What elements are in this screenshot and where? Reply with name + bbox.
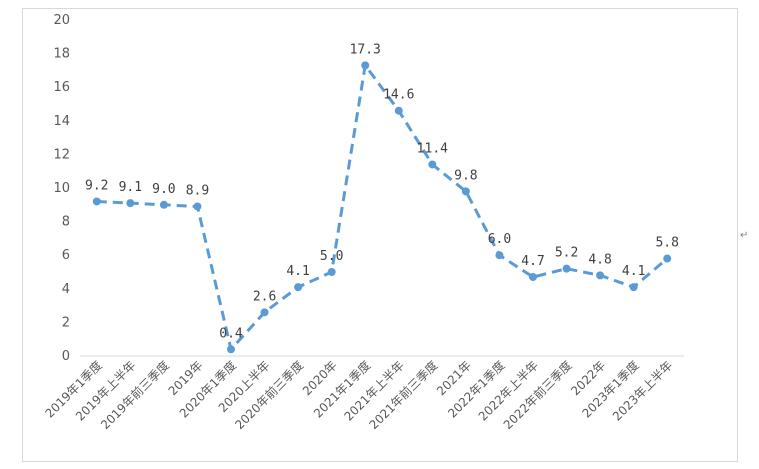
- data-label: 6.0: [488, 232, 511, 247]
- axes: 024681012141618202019年1季度2019年上半年2019年前三…: [42, 13, 684, 432]
- data-label: 5.0: [320, 249, 343, 264]
- series-line: [96, 63, 669, 351]
- data-point: [294, 283, 303, 292]
- data-point: [394, 106, 403, 115]
- data-point: [361, 61, 370, 70]
- data-point: [529, 273, 537, 282]
- x-tick-label: 2023年上半年: [610, 358, 675, 423]
- data-point: [126, 199, 135, 208]
- data-point: [428, 160, 437, 169]
- data-label: 4.8: [588, 252, 611, 267]
- data-point: [227, 345, 235, 354]
- y-tick-label: 10: [53, 181, 70, 196]
- data-label: 4.1: [286, 264, 309, 279]
- paragraph-mark: ↵: [740, 230, 749, 241]
- data-point: [193, 202, 202, 211]
- data-label: 9.1: [119, 180, 142, 195]
- y-tick-label: 20: [53, 13, 70, 28]
- data-label: 17.3: [350, 42, 381, 57]
- data-point: [159, 200, 168, 209]
- y-tick-label: 4: [62, 282, 70, 297]
- series-layer: [92, 61, 672, 354]
- data-label: 8.9: [186, 183, 209, 198]
- data-label: 9.2: [85, 178, 108, 193]
- y-tick-label: 12: [53, 147, 70, 162]
- data-label: 5.8: [655, 236, 678, 251]
- data-point: [562, 264, 571, 273]
- data-point: [495, 251, 504, 260]
- data-point: [327, 268, 336, 276]
- data-label: 11.4: [417, 141, 448, 156]
- data-label: 9.0: [152, 182, 175, 197]
- data-label: 5.2: [555, 246, 578, 261]
- data-label: 2.6: [253, 289, 276, 304]
- data-label: 4.7: [521, 254, 544, 269]
- y-tick-label: 16: [53, 80, 70, 95]
- data-point: [260, 308, 269, 317]
- y-tick-label: 18: [53, 47, 70, 62]
- data-point: [92, 197, 101, 206]
- data-label: 14.6: [383, 88, 414, 103]
- data-point: [596, 271, 605, 280]
- y-tick-label: 14: [53, 114, 70, 129]
- y-tick-label: 8: [62, 215, 70, 230]
- y-tick-label: 6: [62, 248, 70, 263]
- data-label: 9.8: [454, 168, 477, 183]
- y-tick-label: 2: [62, 315, 70, 330]
- y-tick-label: 0: [62, 349, 70, 364]
- data-label: 0.4: [219, 326, 243, 341]
- data-label: 4.1: [622, 264, 645, 279]
- data-point: [629, 283, 638, 292]
- data-label-layer: 9.2 9.1 9.0 8.9 0.4 2.6 4.1 5.0 17.3 14.6 11.4 9.8 6…: [85, 42, 679, 341]
- chart-frame: [22, 8, 738, 462]
- data-point: [461, 187, 470, 196]
- data-point: [663, 254, 672, 263]
